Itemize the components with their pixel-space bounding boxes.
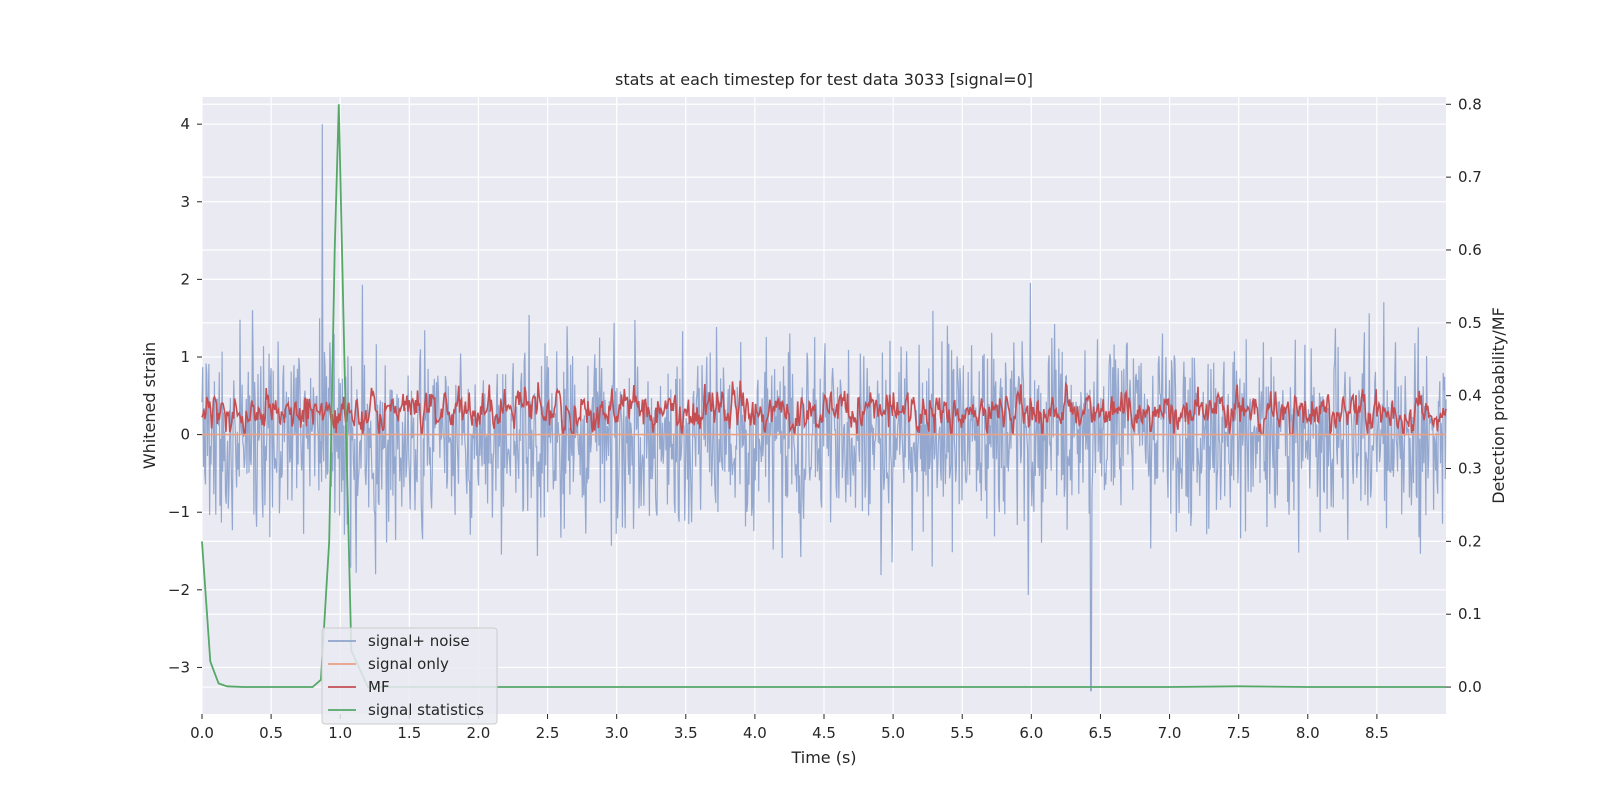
series-signal-statistics-line [201,104,1446,688]
series-layer [201,104,1447,692]
x-tick-label: 6.0 [1019,724,1043,742]
x-tick-label: 1.0 [328,724,352,742]
x-tick-label: 2.5 [536,724,560,742]
y-tick-label-left: −1 [168,503,190,521]
x-tick-label: 8.0 [1296,724,1320,742]
x-tick-label: 7.0 [1158,724,1182,742]
legend-item-label: MF [368,678,390,696]
y-tick-label-right: 0.6 [1458,241,1482,259]
x-tick-label: 8.5 [1365,724,1389,742]
y-tick-label-left: −3 [168,658,190,676]
chart-title: stats at each timestep for test data 303… [615,70,1033,89]
legend-item-label: signal statistics [368,701,484,719]
x-tick-label: 2.0 [467,724,491,742]
legend-item-label: signal only [368,655,449,673]
x-tick-label: 1.5 [397,724,421,742]
y-tick-label-right: 0.0 [1458,678,1482,696]
y-tick-label-right: 0.8 [1458,95,1482,113]
y-tick-label-left: 2 [180,270,190,288]
x-tick-label: 6.5 [1089,724,1113,742]
series-mf-line [201,380,1447,438]
x-tick-label: 4.5 [812,724,836,742]
legend-box [321,627,498,725]
y-tick-label-right: 0.7 [1458,168,1482,186]
x-tick-label: 0.5 [259,724,283,742]
legend-item-label: signal+ noise [368,632,470,650]
x-tick-label: 4.0 [743,724,767,742]
legend: signal+ noise signal only MF signal statist… [321,627,498,725]
y-tick-label-right: 0.4 [1458,387,1482,405]
axes: 0.0 0.5 1.0 1.5 2.0 2.5 3.0 3.5 4.0 4.5 5.0 5.5 6.0 6… [168,95,1482,742]
x-tick-label: 3.0 [605,724,629,742]
y-tick-label-left: 0 [180,426,190,444]
x-tick-label: 3.5 [674,724,698,742]
y-tick-label-right: 0.3 [1458,460,1482,478]
x-axis-label: Time (s) [790,748,856,767]
x-tick-label: 5.0 [881,724,905,742]
y-axis-label-right: Detection probability/MF [1489,307,1508,504]
y-tick-label-right: 0.1 [1458,605,1482,623]
x-tick-label: 7.5 [1227,724,1251,742]
y-axis-label-left: Whitened strain [140,342,159,469]
y-tick-label-left: 3 [180,193,190,211]
y-tick-label-right: 0.5 [1458,314,1482,332]
y-tick-label-left: 4 [180,115,190,133]
x-tick-label: 5.5 [950,724,974,742]
y-tick-label-left: −2 [168,581,190,599]
x-tick-label: 0.0 [190,724,214,742]
y-tick-label-right: 0.2 [1458,532,1482,550]
y-tick-label-left: 1 [180,348,190,366]
